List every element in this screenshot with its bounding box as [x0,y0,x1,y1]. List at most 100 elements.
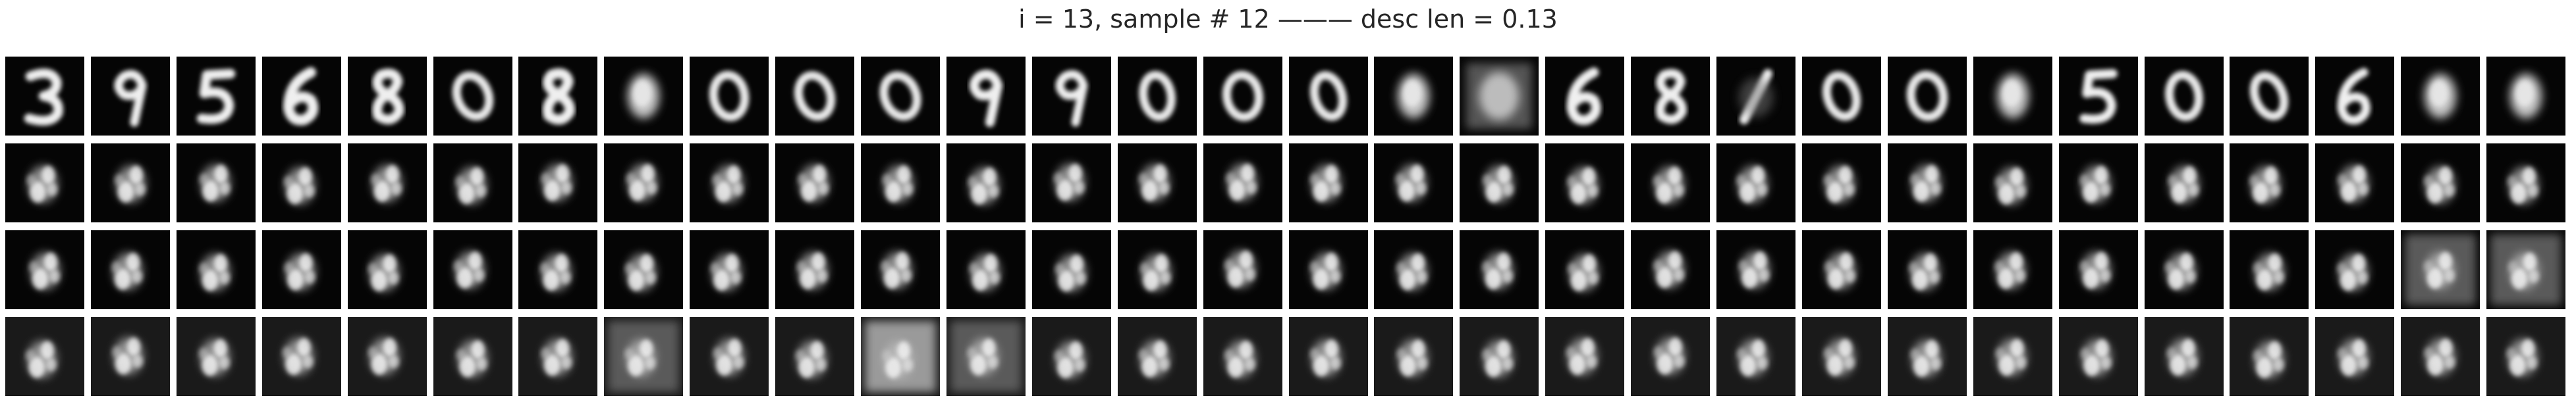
sample-tile-r2-c26 [2145,143,2224,222]
sample-tile-r1-c18 [1460,57,1539,136]
sample-tile-r1-c6 [433,57,512,136]
sample-tile-r4-c6 [433,317,512,396]
sample-tile-r4-c13 [1032,317,1111,396]
sample-tile-r1-c13 [1032,57,1111,136]
sample-tile-r4-c22 [1802,317,1881,396]
sample-tile-r2-c30 [2486,143,2565,222]
sample-tile-r2-c5 [348,143,427,222]
sample-tile-r2-c25 [2059,143,2138,222]
sample-tile-r1-c28 [2315,57,2394,136]
sample-tile-r4-c16 [1289,317,1368,396]
sample-tile-r4-c10 [775,317,854,396]
sample-tile-r4-c15 [1203,317,1282,396]
sample-tile-r3-c13 [1032,230,1111,309]
sample-tile-r4-c26 [2145,317,2224,396]
sample-tile-r1-c29 [2401,57,2480,136]
sample-tile-r3-c22 [1802,230,1881,309]
sample-tile-r4-c3 [177,317,256,396]
sample-tile-r4-c5 [348,317,427,396]
sample-tile-r1-c21 [1716,57,1795,136]
sample-tile-r3-c11 [861,230,940,309]
sample-tile-r2-c7 [518,143,597,222]
sample-tile-r4-c11 [861,317,940,396]
sample-tile-r1-c25 [2059,57,2138,136]
sample-tile-r4-c19 [1545,317,1624,396]
figure-title: i = 13, sample # 12 ——— desc len = 0.13 [1018,5,1558,34]
sample-tile-r2-c2 [91,143,170,222]
sample-tile-r4-c12 [946,317,1026,396]
sample-tile-r1-c11 [861,57,940,136]
sample-tile-r4-c1 [5,317,84,396]
sample-tile-r3-c12 [946,230,1026,309]
sample-tile-r4-c25 [2059,317,2138,396]
sample-tile-r4-c29 [2401,317,2480,396]
sample-tile-r2-c12 [946,143,1026,222]
sample-tile-r4-c20 [1631,317,1710,396]
sample-tile-r4-c17 [1374,317,1453,396]
sample-tile-r2-c23 [1888,143,1967,222]
sample-tile-r2-c14 [1118,143,1197,222]
sample-tile-r3-c7 [518,230,597,309]
sample-tile-r3-c17 [1374,230,1453,309]
sample-tile-r3-c16 [1289,230,1368,309]
sample-tile-r4-c8 [604,317,683,396]
sample-tile-r1-c17 [1374,57,1453,136]
sample-tile-r1-c20 [1631,57,1710,136]
sample-tile-r3-c10 [775,230,854,309]
sample-tile-r4-c18 [1460,317,1539,396]
sample-tile-r2-c18 [1460,143,1539,222]
sample-tile-r2-c3 [177,143,256,222]
sample-tile-r1-c3 [177,57,256,136]
sample-tile-r1-c23 [1888,57,1967,136]
sample-tile-r2-c9 [690,143,769,222]
sample-tile-r1-c30 [2486,57,2565,136]
sample-tile-r4-c4 [262,317,341,396]
sample-tile-r3-c4 [262,230,341,309]
sample-tile-r1-c9 [690,57,769,136]
sample-tile-r1-c24 [1973,57,2052,136]
sample-tile-r3-c18 [1460,230,1539,309]
sample-tile-r3-c28 [2315,230,2394,309]
image-grid [5,57,2571,396]
sample-tile-r1-c26 [2145,57,2224,136]
sample-tile-r2-c20 [1631,143,1710,222]
sample-tile-r1-c5 [348,57,427,136]
sample-tile-r1-c7 [518,57,597,136]
sample-tile-r4-c27 [2230,317,2309,396]
sample-tile-r3-c27 [2230,230,2309,309]
sample-tile-r1-c19 [1545,57,1624,136]
sample-tile-r2-c13 [1032,143,1111,222]
sample-tile-r2-c21 [1716,143,1795,222]
sample-tile-r4-c9 [690,317,769,396]
sample-tile-r2-c28 [2315,143,2394,222]
sample-tile-r4-c14 [1118,317,1197,396]
sample-tile-r2-c15 [1203,143,1282,222]
sample-tile-r3-c19 [1545,230,1624,309]
sample-tile-r3-c6 [433,230,512,309]
sample-tile-r4-c28 [2315,317,2394,396]
sample-tile-r2-c29 [2401,143,2480,222]
sample-tile-r2-c11 [861,143,940,222]
sample-tile-r3-c21 [1716,230,1795,309]
sample-tile-r1-c1 [5,57,84,136]
sample-tile-r4-c21 [1716,317,1795,396]
sample-tile-r2-c16 [1289,143,1368,222]
sample-tile-r2-c8 [604,143,683,222]
sample-tile-r3-c2 [91,230,170,309]
sample-tile-r2-c27 [2230,143,2309,222]
sample-tile-r4-c30 [2486,317,2565,396]
sample-tile-r3-c25 [2059,230,2138,309]
sample-tile-r1-c14 [1118,57,1197,136]
sample-tile-r4-c24 [1973,317,2052,396]
sample-tile-r1-c4 [262,57,341,136]
sample-tile-r3-c3 [177,230,256,309]
sample-tile-r3-c15 [1203,230,1282,309]
sample-tile-r2-c10 [775,143,854,222]
sample-tile-r2-c22 [1802,143,1881,222]
sample-tile-r3-c26 [2145,230,2224,309]
sample-tile-r3-c20 [1631,230,1710,309]
sample-tile-r3-c29 [2401,230,2480,309]
sample-tile-r1-c27 [2230,57,2309,136]
sample-tile-r3-c5 [348,230,427,309]
sample-tile-r4-c7 [518,317,597,396]
